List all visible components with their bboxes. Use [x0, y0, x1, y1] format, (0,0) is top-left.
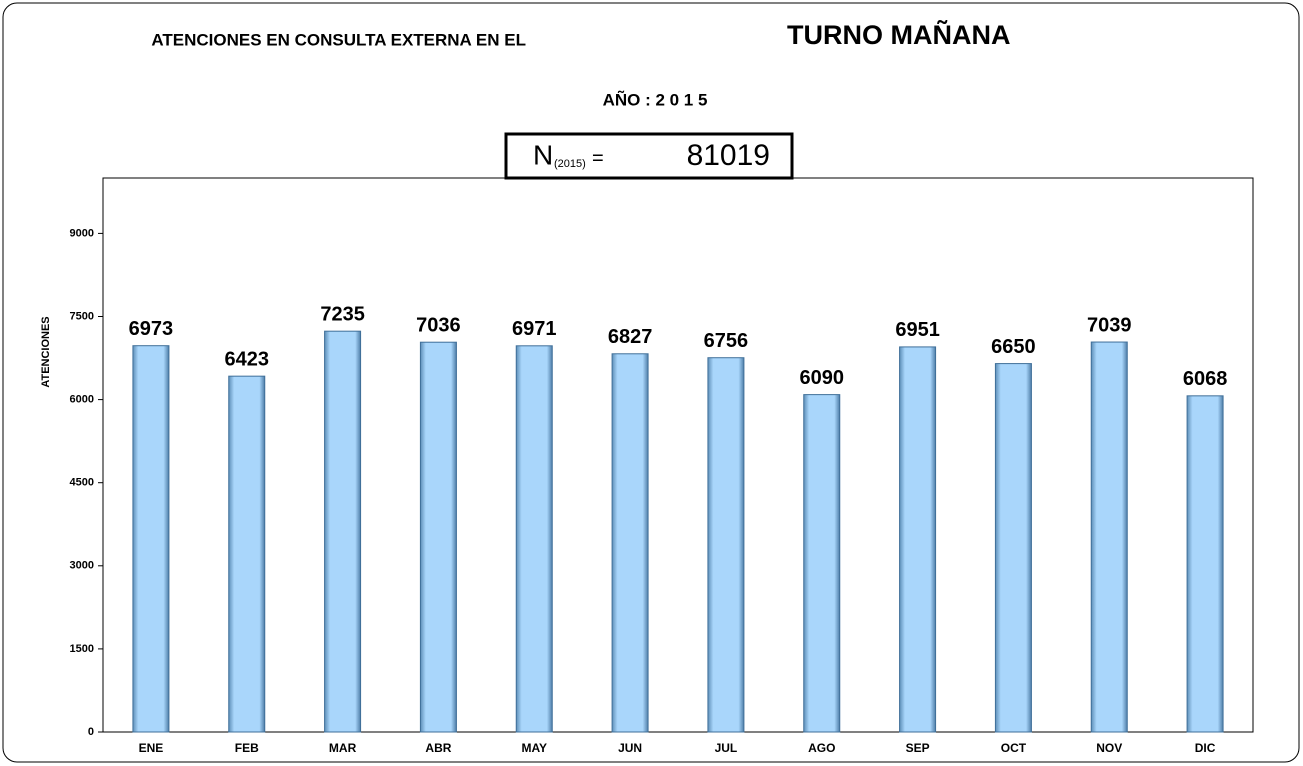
data-label: 6827: [608, 326, 653, 348]
data-label: 6756: [704, 330, 749, 352]
x-tick-label: DIC: [1195, 741, 1216, 755]
x-tick-label: FEB: [235, 741, 259, 755]
x-tick-label: SEP: [906, 741, 930, 755]
x-tick-label: AGO: [808, 741, 835, 755]
bar: [1186, 395, 1224, 733]
data-label: 6951: [895, 319, 940, 341]
x-tick-label: MAR: [329, 741, 357, 755]
total-equals: =: [592, 147, 604, 169]
chart-title: ATENCIONES EN CONSULTA EXTERNA EN EL: [151, 30, 526, 49]
y-tick-label: 3000: [70, 560, 94, 572]
y-tick-label: 1500: [70, 643, 94, 655]
y-tick-label: 7500: [70, 310, 94, 322]
x-tick-label: OCT: [1001, 741, 1027, 755]
x-tick-label: ABR: [425, 741, 451, 755]
x-tick-label: ENE: [139, 741, 164, 755]
data-label: 6068: [1183, 368, 1228, 390]
chart-subtitle: AÑO : 2 0 1 5: [603, 89, 708, 109]
bar: [1090, 341, 1128, 733]
x-tick-label: MAY: [521, 741, 547, 755]
bar: [994, 363, 1032, 733]
data-label: 7235: [320, 303, 365, 325]
chart-title-emphasis: TURNO MAÑANA: [787, 19, 1010, 50]
data-label: 6650: [991, 336, 1036, 358]
x-tick-label: JUN: [618, 741, 642, 755]
bar: [803, 394, 841, 733]
x-tick-label: NOV: [1096, 741, 1122, 755]
bar: [228, 375, 266, 733]
bar: [324, 330, 362, 733]
y-tick-label: 6000: [70, 394, 94, 406]
data-label: 7036: [416, 314, 461, 336]
y-tick-label: 0: [88, 726, 94, 738]
y-tick-label: 9000: [70, 227, 94, 239]
y-tick-label: 4500: [70, 477, 94, 489]
bar: [515, 345, 553, 733]
plot-area: [102, 177, 1254, 733]
data-label: 6973: [129, 318, 174, 340]
data-label: 7039: [1087, 314, 1132, 336]
data-label: 6971: [512, 318, 557, 340]
bar: [419, 341, 457, 733]
total-subscript: (2015): [554, 158, 586, 170]
y-axis-label: ATENCIONES: [40, 316, 52, 387]
bar: [707, 357, 745, 733]
data-label: 6423: [225, 348, 270, 370]
data-label: 6090: [800, 367, 845, 389]
x-tick-label: JUL: [715, 741, 738, 755]
total-value: 81019: [687, 139, 770, 172]
total-symbol: N: [533, 139, 553, 170]
bar: [611, 353, 649, 733]
total-box: [504, 132, 794, 180]
bar: [899, 346, 937, 733]
bar: [132, 345, 170, 733]
